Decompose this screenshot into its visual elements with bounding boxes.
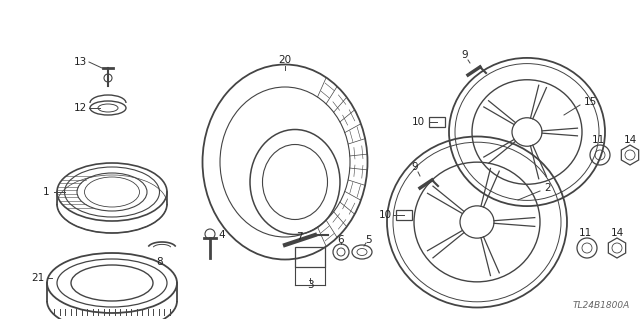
Text: 14: 14 (623, 135, 637, 145)
Text: 11: 11 (591, 135, 605, 145)
Text: 5: 5 (365, 235, 371, 245)
Text: 2: 2 (545, 183, 551, 193)
Text: 21: 21 (31, 273, 45, 283)
Text: 12: 12 (74, 103, 86, 113)
Text: 10: 10 (412, 117, 424, 127)
Text: 10: 10 (378, 210, 392, 220)
Text: 6: 6 (338, 235, 344, 245)
Text: 1: 1 (43, 187, 49, 197)
Bar (295, 247, 325, 267)
Text: 15: 15 (584, 97, 596, 107)
Text: 8: 8 (157, 257, 163, 267)
Text: TL24B1800A: TL24B1800A (573, 301, 630, 310)
Text: 4: 4 (219, 230, 225, 240)
Bar (396, 210, 412, 220)
Text: 14: 14 (611, 228, 623, 238)
Text: 3: 3 (307, 280, 314, 290)
Bar (429, 117, 445, 127)
Text: 13: 13 (74, 57, 86, 67)
Text: 9: 9 (461, 50, 468, 60)
Text: 20: 20 (278, 55, 292, 65)
Text: 11: 11 (579, 228, 591, 238)
Text: 9: 9 (412, 162, 419, 172)
Text: 7: 7 (296, 232, 302, 242)
